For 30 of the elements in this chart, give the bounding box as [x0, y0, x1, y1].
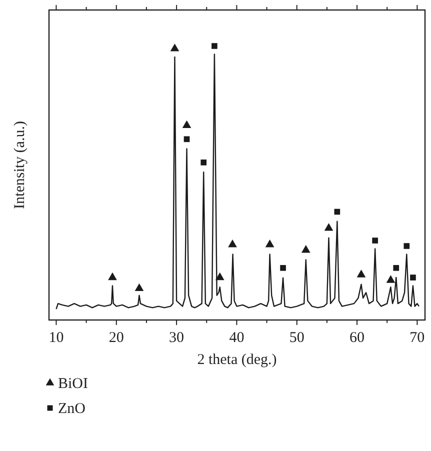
- y-axis-title: Intensity (a.u.): [12, 121, 28, 209]
- point: [386, 275, 396, 283]
- point: [410, 274, 416, 280]
- x-tick-label: 70: [410, 330, 425, 346]
- point: [108, 272, 117, 280]
- point: [182, 120, 192, 128]
- x-tick-label: 50: [289, 330, 304, 346]
- point: [280, 265, 286, 271]
- point: [404, 243, 410, 249]
- point: [372, 238, 378, 244]
- point: [228, 240, 237, 248]
- point: [356, 270, 366, 278]
- point: [324, 223, 334, 231]
- x-tick-label: 30: [169, 330, 184, 346]
- point: [393, 265, 400, 271]
- point: [184, 136, 190, 142]
- point: [170, 44, 180, 52]
- point: [265, 240, 274, 248]
- x-tick-label: 10: [48, 330, 64, 346]
- point: [301, 245, 310, 253]
- x-tick-label: 20: [108, 330, 124, 346]
- legend-label: BiOI: [58, 376, 88, 392]
- point: [215, 272, 224, 280]
- point: [134, 283, 144, 292]
- x-tick-label: 60: [350, 330, 365, 346]
- point: [200, 160, 207, 166]
- x-tick-label: 40: [229, 330, 244, 346]
- point: [212, 43, 218, 49]
- legend-label: ZnO: [58, 401, 86, 417]
- x-axis-title: 2 theta (deg.): [197, 352, 277, 368]
